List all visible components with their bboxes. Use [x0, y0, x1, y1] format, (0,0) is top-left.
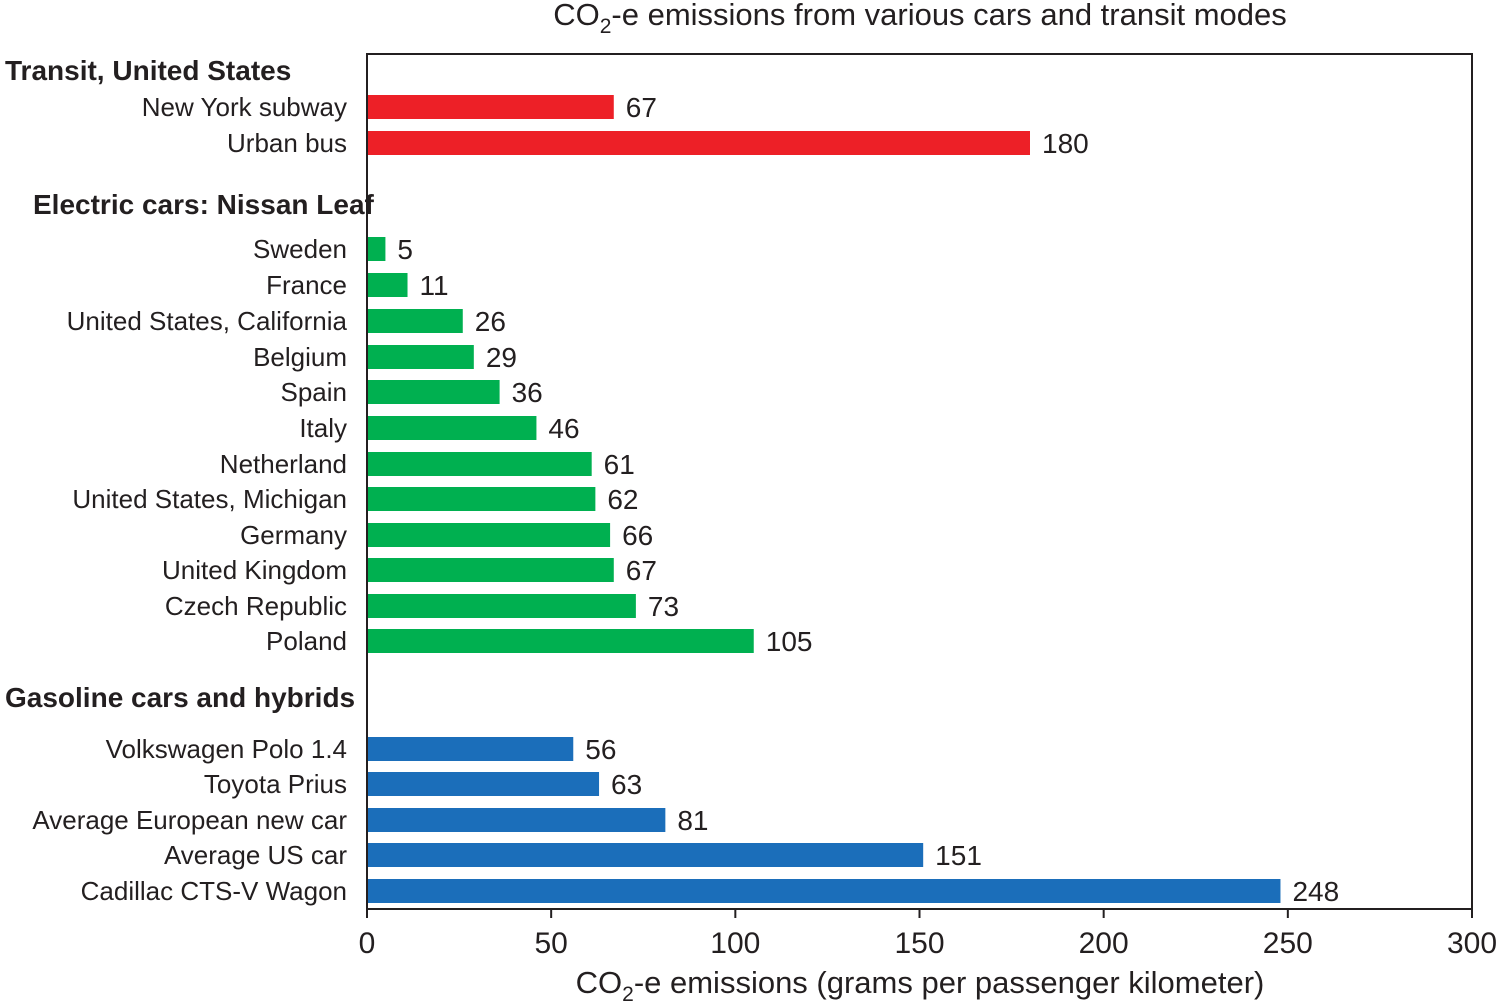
data-label: 248 [1292, 876, 1339, 907]
data-label: 151 [935, 840, 982, 871]
bar [368, 629, 754, 653]
x-tick-label: 200 [1079, 927, 1129, 960]
bar [368, 487, 596, 511]
data-label: 73 [648, 591, 679, 622]
bar [368, 131, 1030, 155]
category-label: Average European new car [32, 805, 347, 835]
data-label: 56 [585, 734, 616, 765]
data-label: 81 [677, 805, 708, 836]
category-label: New York subway [142, 92, 347, 122]
group-heading: Transit, United States [5, 55, 291, 86]
chart-title: CO2-e emissions from various cars and tr… [553, 0, 1287, 38]
bar [368, 452, 592, 476]
category-label: Czech Republic [165, 591, 347, 621]
category-label: United Kingdom [162, 555, 347, 585]
bar [368, 523, 611, 547]
data-label: 61 [604, 449, 635, 480]
bar [368, 345, 474, 369]
x-axis-label: CO2-e emissions (grams per passenger kil… [576, 965, 1265, 1003]
bar [368, 309, 463, 333]
bar [368, 237, 386, 261]
category-label: Toyota Prius [204, 769, 347, 799]
data-label: 66 [622, 520, 653, 551]
x-tick-label: 50 [534, 927, 567, 960]
bar [368, 95, 614, 119]
bar [368, 808, 666, 832]
category-label: Poland [266, 626, 347, 656]
data-label: 26 [475, 306, 506, 337]
data-label: 67 [626, 92, 657, 123]
bar [368, 594, 636, 618]
group-heading: Gasoline cars and hybrids [5, 682, 355, 713]
category-label: Sweden [253, 234, 347, 264]
category-label: Belgium [253, 342, 347, 372]
data-label: 11 [420, 270, 449, 301]
bar [368, 558, 614, 582]
x-tick-label: 300 [1447, 927, 1497, 960]
category-label: Urban bus [227, 128, 347, 158]
category-label: Netherland [220, 449, 347, 479]
bar [368, 772, 600, 796]
category-label: Germany [240, 520, 347, 550]
bar [368, 273, 408, 297]
data-label: 29 [486, 342, 517, 373]
data-label: 67 [626, 555, 657, 586]
category-label: United States, California [67, 306, 348, 336]
category-label: Volkswagen Polo 1.4 [106, 734, 347, 764]
x-tick-label: 100 [710, 927, 760, 960]
group-heading: Electric cars: Nissan Leaf [33, 189, 375, 220]
bar [368, 843, 924, 867]
x-tick-label: 250 [1263, 927, 1313, 960]
bar [368, 416, 537, 440]
category-label: United States, Michigan [72, 484, 347, 514]
x-tick-label: 150 [894, 927, 944, 960]
category-label: Italy [299, 413, 347, 443]
data-label: 36 [512, 377, 543, 408]
category-label: Cadillac CTS-V Wagon [81, 876, 347, 906]
bar [368, 380, 500, 404]
category-label: Average US car [164, 840, 347, 870]
category-label: France [266, 270, 347, 300]
bar [368, 879, 1281, 903]
data-label: 46 [548, 413, 579, 444]
data-label: 63 [611, 769, 642, 800]
bar [368, 737, 574, 761]
data-label: 180 [1042, 128, 1089, 159]
data-label: 5 [397, 234, 413, 265]
x-tick-label: 0 [359, 927, 376, 960]
data-label: 105 [766, 626, 813, 657]
data-label: 62 [607, 484, 638, 515]
category-label: Spain [281, 377, 348, 407]
